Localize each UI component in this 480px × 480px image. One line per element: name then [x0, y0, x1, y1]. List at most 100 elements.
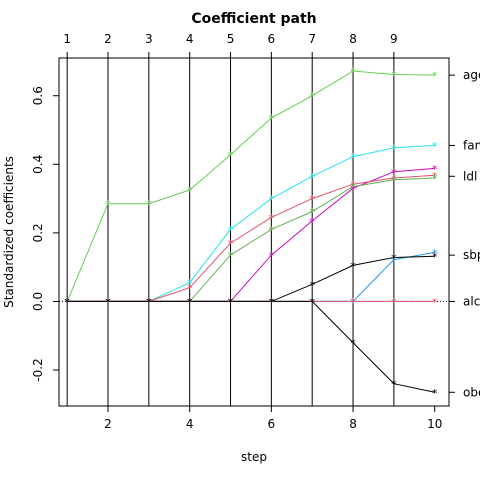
series-5-point-1: * [64, 296, 70, 309]
series-5-point-10: * [432, 173, 438, 186]
series-6-point-9: * [391, 254, 397, 267]
y-tick-label-5: 0.6 [31, 86, 45, 105]
series-1-point-8: * [350, 66, 356, 79]
series-9-point-10: * [432, 387, 438, 400]
series-4-point-8: * [350, 179, 356, 192]
chart-title: Coefficient path [191, 11, 316, 27]
series-8-point-3: * [146, 296, 152, 309]
x-tick-label-3: 6 [268, 417, 276, 431]
series-4-point-2: * [105, 296, 111, 309]
series-3-point-2: * [105, 296, 111, 309]
y-tick-label-1: -0.2 [31, 358, 45, 381]
top-tick-label-6: 6 [268, 32, 276, 46]
series-8-point-9: * [391, 296, 397, 309]
series-5-point-7: * [309, 206, 315, 219]
top-tick-label-9: 9 [390, 32, 398, 46]
series-1-point-2: * [105, 198, 111, 211]
series-3-point-5: * [228, 296, 234, 309]
series-2-point-4: * [187, 277, 193, 290]
series-7-point-6: * [269, 296, 275, 309]
series-line-1 [66, 70, 435, 302]
top-tick-label-3: 3 [145, 32, 153, 46]
series-7-point-4: * [187, 296, 193, 309]
series-4-point-1: * [64, 296, 70, 309]
series-line-5 [67, 177, 435, 302]
series-1-point-10: * [432, 70, 438, 83]
series-6-point-6: * [269, 296, 275, 309]
series-2-point-1: * [64, 296, 70, 309]
series-7-point-2: * [105, 296, 111, 309]
series-1-point-1: * [64, 296, 70, 309]
series-4-point-4: * [187, 282, 193, 295]
y-axis-label: Standardized coefficients [2, 156, 16, 308]
series-5-point-9: * [391, 174, 397, 187]
top-tick-label-5: 5 [227, 32, 235, 46]
series-2-point-8: * [350, 151, 356, 164]
series-6-point-5: * [228, 296, 234, 309]
series-8-point-4: * [187, 296, 193, 309]
series-8-point-5: * [228, 296, 234, 309]
series-3-point-9: * [391, 166, 397, 179]
series-4-point-5: * [228, 238, 234, 251]
right-label-ldl: ldl [463, 169, 477, 183]
x-tick-label-2: 4 [186, 417, 194, 431]
series-3-point-1: * [64, 296, 70, 309]
series-line-9 [67, 300, 435, 393]
x-tick-label-5: 10 [427, 417, 442, 431]
series-1-point-9: * [391, 69, 397, 82]
series-2-point-10: * [432, 140, 438, 153]
x-tick-label-4: 8 [349, 417, 357, 431]
series-8-point-2: * [105, 296, 111, 309]
right-label-sbp: sbp [463, 248, 480, 262]
series-9-point-2: * [105, 296, 111, 309]
series-7-point-3: * [146, 296, 152, 309]
top-tick-label-2: 2 [104, 32, 112, 46]
series-line-3 [67, 167, 435, 302]
series-6-point-8: * [350, 296, 356, 309]
series-8-point-6: * [269, 296, 275, 309]
series-6-point-10: * [432, 247, 438, 260]
y-tick-label-4: 0.4 [31, 155, 45, 174]
y-tick-label-2: 0.0 [31, 292, 45, 311]
series-3-point-4: * [187, 296, 193, 309]
y-tick-label-3: 0.2 [31, 223, 45, 242]
series-1-point-6: * [269, 113, 275, 126]
series-line-6 [67, 251, 435, 302]
series-1-point-7: * [309, 90, 315, 103]
right-label-obesity: obesity [463, 385, 480, 399]
top-tick-label-7: 7 [308, 32, 316, 46]
series-9-point-1: * [64, 296, 70, 309]
series-8-point-8: * [350, 296, 356, 309]
series-7-point-8: * [350, 260, 356, 273]
series-5-point-8: * [350, 181, 356, 194]
series-5-point-2: * [105, 296, 111, 309]
series-2-point-9: * [391, 142, 397, 155]
series-2-point-5: * [228, 224, 234, 237]
series-line-4 [67, 174, 435, 302]
series-9-point-6: * [269, 296, 275, 309]
x-axis-label: step [241, 450, 267, 464]
series-5-point-3: * [146, 296, 152, 309]
right-label-alcohol: alcohol [463, 294, 480, 308]
series-4-point-3: * [146, 296, 152, 309]
series-9-point-3: * [146, 296, 152, 309]
series-4-point-7: * [309, 193, 315, 206]
series-4-point-10: * [432, 170, 438, 183]
series-9-point-4: * [187, 296, 193, 309]
series-1-point-4: * [187, 185, 193, 198]
series-2-point-7: * [309, 171, 315, 184]
plot-border [58, 57, 450, 407]
series-9-point-8: * [350, 337, 356, 350]
series-1-point-5: * [228, 149, 234, 162]
series-8-point-1: * [64, 296, 70, 309]
series-2-point-3: * [146, 296, 152, 309]
series-7-point-1: * [64, 296, 70, 309]
series-7-point-10: * [432, 251, 438, 264]
series-6-point-3: * [146, 296, 152, 309]
series-7-point-9: * [391, 252, 397, 265]
plot-area: ** ****** * ** * ******* ** * * * ***** ** * ****** * *… [31, 32, 480, 431]
series-9-point-9: * [391, 378, 397, 391]
series-9-point-5: * [228, 296, 234, 309]
series-9-point-7: * [309, 296, 315, 309]
